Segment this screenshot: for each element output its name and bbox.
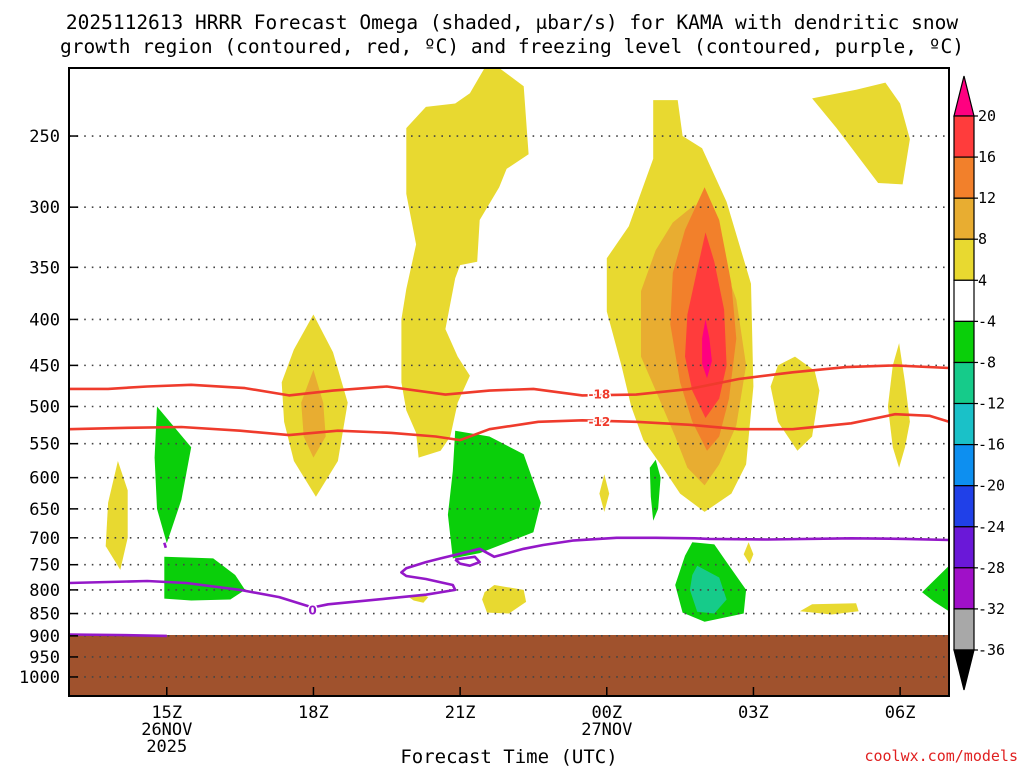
colorbar-segment: [953, 608, 975, 651]
y-tick-label-800: 800: [29, 581, 60, 601]
fill-downdraft-4-far-right: [922, 565, 949, 612]
colorbar-segment: [953, 567, 975, 610]
fill-downdraft-4-left-base: [164, 556, 245, 601]
y-tick-label-650: 650: [29, 500, 60, 520]
colorbar-segment: [953, 115, 975, 158]
colorbar-segment: [953, 361, 975, 405]
line-isotherm-zero-left-tick: [163, 542, 168, 549]
colorbar-segment: [953, 444, 975, 487]
colorbar-tick-label--4: -4: [978, 312, 996, 330]
x-tick-label-03Z-0: 03Z: [738, 703, 769, 723]
colorbar-segment: [953, 238, 975, 281]
y-tick-label-700: 700: [29, 529, 60, 549]
fill-updraft-4-upper-tower: [401, 68, 529, 458]
colorbar-tick-label-12: 12: [978, 189, 996, 207]
colorbar-segment: [953, 320, 975, 364]
y-tick-label-1000: 1000: [19, 668, 60, 688]
fill-updraft-4-bottom-mid: [482, 585, 527, 614]
colorbar-tick-label--20: -20: [978, 477, 1005, 495]
contour-label-isotherm-zero-freezing-level: 0: [308, 603, 316, 617]
chart-title-line-1: 2025112613 HRRR Forecast Omega (shaded, …: [66, 11, 958, 34]
line-isotherm-minus-18: [69, 364, 950, 397]
omega-shaded-fills: [69, 68, 949, 696]
x-tick-label-06Z-0: 06Z: [885, 703, 916, 723]
colorbar-tick-label-4: 4: [978, 271, 987, 289]
fill-updraft-20-core: [702, 319, 712, 379]
line-isotherm-minus-12: [68, 412, 950, 442]
x-tick-label-21Z-0: 21Z: [445, 703, 476, 723]
contour-lines: -18 -12 0: [68, 364, 950, 638]
colorbar-tick-label--16: -16: [978, 436, 1005, 454]
x-tick-label-00Z-0: 00Z: [591, 703, 622, 723]
x-tick-label-18Z-0: 18Z: [298, 703, 329, 723]
y-tick-label-300: 300: [29, 198, 60, 218]
colorbar-segment: [953, 197, 975, 240]
colorbar-tick-label--24: -24: [978, 518, 1005, 536]
colorbar-tick-label-20: 20: [978, 107, 996, 125]
fill-updraft-4-bottom-right: [799, 603, 859, 615]
fill-downdraft-4-mid-col: [447, 430, 541, 559]
x-tick-label-15Z-0: 15Z: [151, 703, 182, 723]
y-tick-label-900: 900: [29, 627, 60, 647]
fill-updraft-4-left-edge: [105, 461, 128, 570]
colorbar-top-arrow: [953, 75, 975, 117]
y-tick-label-850: 850: [29, 605, 60, 625]
chart-title-line-2: growth region (contoured, red, ºC) and f…: [60, 35, 964, 58]
colorbar-segment: [953, 156, 975, 199]
y-tick-label-450: 450: [29, 356, 60, 376]
contour-label-isotherm-minus-12: -12: [589, 415, 611, 429]
y-tick-label-550: 550: [29, 435, 60, 455]
fill-updraft-4-small-03z: [743, 542, 754, 564]
colorbar: 20 16 12 8 4 -4 -8 -12 -16 -20 -24 -28 -32 -36: [953, 75, 1005, 691]
colorbar-tick-label--32: -32: [978, 600, 1005, 618]
y-tick-label-400: 400: [29, 310, 60, 330]
y-tick-label-950: 950: [29, 648, 60, 668]
colorbar-segment: [953, 526, 975, 569]
fill-updraft-4-right-narrow: [887, 343, 910, 468]
line-isotherm-zero-near-ground: [68, 633, 167, 638]
colorbar-tick-label-8: 8: [978, 230, 987, 248]
colorbar-tick-label-16: 16: [978, 148, 996, 166]
colorbar-tick-label--12: -12: [978, 395, 1005, 413]
colorbar-segment: [953, 279, 975, 322]
fill-updraft-4-upper-right: [812, 82, 910, 185]
fill-updraft-4-small-00z: [599, 474, 610, 512]
colorbar-bottom-arrow: [953, 649, 975, 691]
credit-text: coolwx.com/models: [864, 747, 1018, 765]
colorbar-tick-label--28: -28: [978, 559, 1005, 577]
colorbar-tick-label--36: -36: [978, 641, 1005, 659]
plot-frame: [68, 67, 950, 697]
x-tick-label-15Z-2: 2025: [146, 737, 187, 757]
line-isotherm-zero-freezing-level: [68, 536, 950, 609]
fill-downdraft-4-small-sliver: [649, 459, 661, 521]
colorbar-tick-label--8: -8: [978, 354, 996, 372]
line-isotherm-zero-small-loop: [454, 555, 482, 568]
y-tick-label-250: 250: [29, 127, 60, 147]
y-tick-label-350: 350: [29, 258, 60, 278]
fill-ground-terrain: [69, 635, 949, 696]
colorbar-segment: [953, 402, 975, 446]
y-tick-label-500: 500: [29, 398, 60, 418]
x-tick-label-15Z-1: 26NOV: [141, 720, 192, 740]
contour-label-isotherm-minus-18: -18: [589, 388, 611, 402]
y-axis-ticks: 2503003504004505005506006507007508008509…: [19, 127, 78, 688]
y-tick-label-600: 600: [29, 469, 60, 489]
x-axis-label: Forecast Time (UTC): [400, 746, 617, 768]
fill-downdraft-4-left-col: [154, 406, 192, 544]
x-tick-label-00Z-1: 27NOV: [581, 720, 632, 740]
colorbar-segment: [953, 485, 975, 528]
y-tick-label-750: 750: [29, 556, 60, 576]
